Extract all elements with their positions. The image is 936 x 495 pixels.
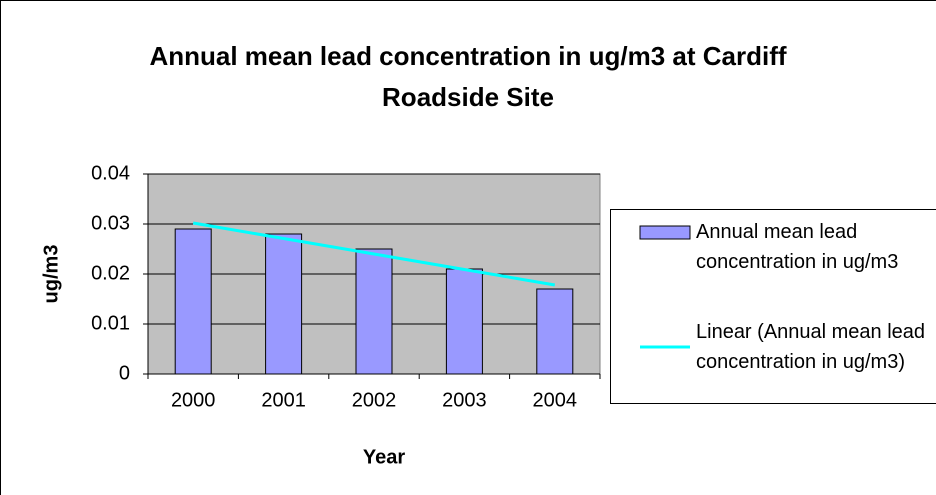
legend-label: Linear (Annual mean lead concentration i… <box>696 321 926 373</box>
bar <box>536 288 574 375</box>
y-tick-label: 0 <box>119 362 130 384</box>
y-axis-title: ug/m3 <box>40 245 62 304</box>
legend-box <box>610 209 936 404</box>
y-tick-label: 0.02 <box>91 262 130 284</box>
x-tick-label: 2003 <box>442 389 487 411</box>
trend-line <box>192 221 556 287</box>
bar <box>355 248 393 375</box>
bar <box>265 233 303 375</box>
y-tick-label: 0.01 <box>91 312 130 334</box>
chart-title: Annual mean lead concentration in ug/m3 … <box>149 41 787 112</box>
legend-swatch <box>639 225 691 240</box>
x-tick-label: 2000 <box>171 389 216 411</box>
bar <box>445 268 483 375</box>
bar <box>174 228 212 375</box>
x-tick-label: 2002 <box>352 389 397 411</box>
y-tick-label: 0.04 <box>91 162 130 184</box>
legend-label: Annual mean lead concentration in ug/m3 <box>696 221 899 273</box>
x-tick-label: 2001 <box>261 389 306 411</box>
x-tick-label: 2004 <box>533 389 578 411</box>
x-axis-title: Year <box>363 446 405 468</box>
y-tick-label: 0.03 <box>91 212 130 234</box>
